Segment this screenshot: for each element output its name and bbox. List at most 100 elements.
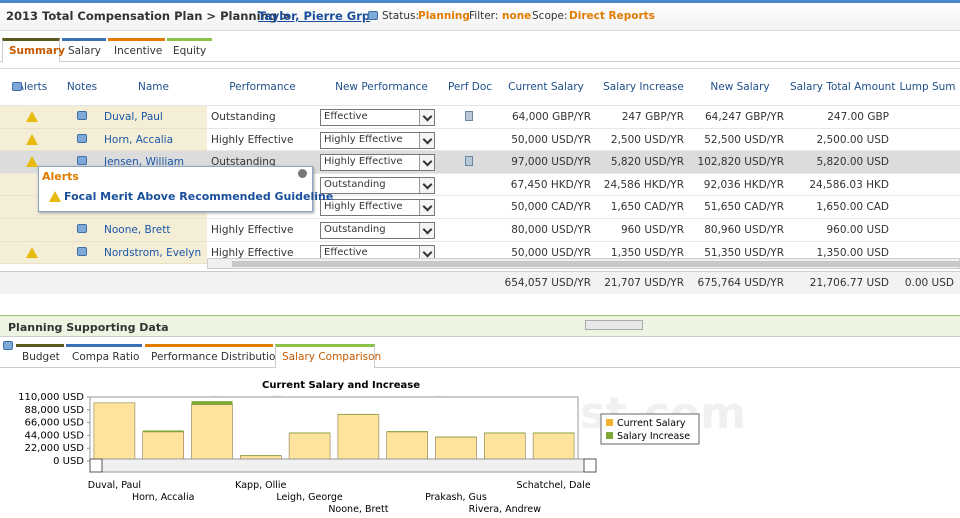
salary-bar xyxy=(191,404,233,462)
performance-dropdown[interactable]: Effective xyxy=(320,109,435,126)
popup-close[interactable] xyxy=(298,169,307,178)
new-salary-cell: 102,820 USD/YR xyxy=(697,156,784,169)
tab[interactable]: Summary xyxy=(2,38,65,62)
note-icon[interactable] xyxy=(77,224,87,233)
subtab-rule xyxy=(0,367,960,368)
tab[interactable]: Incentive xyxy=(108,38,165,60)
salary-increase-cell: 1,650 CAD/YR xyxy=(610,201,684,214)
salary-increase-cell: 960 USD/YR xyxy=(620,224,684,236)
scope-label: Scope: xyxy=(532,10,568,22)
column-header[interactable]: Name xyxy=(100,69,207,106)
x-tick-label: Duval, Paul xyxy=(88,480,141,491)
column-header[interactable]: Alerts xyxy=(0,69,64,106)
alert-icon xyxy=(26,156,38,168)
scope-value: Direct Reports xyxy=(569,10,655,22)
total-cell: 24,586.03 HKD xyxy=(809,178,889,191)
note-icon[interactable] xyxy=(77,133,87,143)
scroll-thumb[interactable] xyxy=(232,261,960,268)
salary-bar xyxy=(484,432,526,462)
employee-link[interactable]: Taylor, Pierre Grp xyxy=(258,9,371,23)
perf-doc-icon[interactable] xyxy=(465,156,473,167)
performance-cell: Highly Effective xyxy=(211,133,294,146)
column-header[interactable]: Notes xyxy=(64,69,100,106)
x-tick-label: Horn, Accalia xyxy=(132,492,194,503)
column-header[interactable]: Salary Increase xyxy=(597,69,690,106)
salary-bar xyxy=(93,402,136,462)
subtab[interactable]: Performance Distribution xyxy=(145,344,282,366)
legend-label: Salary Increase xyxy=(617,431,690,442)
dropdown-button xyxy=(419,245,434,261)
name-cell: Duval, Paul xyxy=(104,111,163,123)
dropdown-button xyxy=(419,132,434,148)
tab[interactable]: Equity xyxy=(167,38,212,60)
performance-dropdown[interactable]: Highly Effective xyxy=(320,199,435,217)
note-icon[interactable] xyxy=(77,246,87,256)
popup-warning-icon xyxy=(49,191,61,202)
total-cell: 1,350.00 USD xyxy=(816,246,889,259)
note-icon[interactable] xyxy=(77,156,87,166)
support-header: Planning Supporting Data xyxy=(0,315,960,337)
column-header[interactable]: Lump Sum xyxy=(895,69,960,106)
new-salary-cell: 51,650 CAD/YR xyxy=(704,201,784,214)
total-cell: 21,706.77 USD xyxy=(809,277,889,290)
popup-message: Focal Merit Above Recommended Guideline xyxy=(64,190,334,203)
alert-icon xyxy=(26,111,38,122)
row-background xyxy=(0,129,960,152)
salary-increase-cell: 247 GBP/YR xyxy=(621,111,684,123)
column-header[interactable]: Current Salary xyxy=(495,69,597,106)
current-salary-cell: 50,000 CAD/YR xyxy=(511,201,591,214)
perf-doc-icon[interactable] xyxy=(465,111,473,121)
y-tick-label: 0 USD xyxy=(53,456,84,467)
tab[interactable]: Salary xyxy=(62,38,106,60)
filter-value: none xyxy=(502,10,532,22)
x-tick-label: Noone, Brett xyxy=(328,504,388,515)
performance-cell: Highly Effective xyxy=(211,246,294,259)
salary-increase-cell: 5,820 USD/YR xyxy=(610,156,684,169)
x-tick-label: Kapp, Ollie xyxy=(235,480,286,491)
performance-dropdown[interactable]: Highly Effective xyxy=(320,154,435,172)
splitter-handle[interactable] xyxy=(585,320,643,330)
total-cell: 0.00 USD xyxy=(904,277,954,290)
column-header[interactable]: Perf Doc xyxy=(445,69,495,106)
salary-increase-cell: 24,586 HKD/YR xyxy=(603,178,684,191)
salary-bar xyxy=(532,432,575,462)
subtab[interactable]: Compa Ratio xyxy=(66,344,142,366)
legend-label: Current Salary xyxy=(617,418,686,429)
total-cell: 654,057 USD/YR xyxy=(504,277,591,290)
name-cell: Jensen, William xyxy=(104,156,184,169)
column-header[interactable]: Salary Total Amount xyxy=(790,69,895,106)
increase-bar xyxy=(240,455,282,456)
salary-bar xyxy=(288,432,331,462)
increase-bar xyxy=(142,430,184,432)
breadcrumb: 2013 Total Compensation Plan > Planning … xyxy=(6,9,291,23)
alerts-popup: Alerts Focal Merit Above Recommended Gui… xyxy=(38,166,333,212)
column-header[interactable]: New Salary xyxy=(690,69,790,106)
y-tick-label: 66,000 USD xyxy=(24,418,84,429)
salary-bar xyxy=(435,436,477,462)
performance-dropdown[interactable]: Highly Effective xyxy=(320,131,435,149)
legend-box xyxy=(600,413,700,445)
name-cell-bg xyxy=(0,219,207,242)
subtab[interactable]: Salary Comparison xyxy=(275,344,381,368)
salary-bar xyxy=(386,431,428,462)
current-salary-cell: 97,000 USD/YR xyxy=(511,156,591,169)
dropdown-button xyxy=(419,177,434,193)
column-header[interactable]: New Performance xyxy=(318,69,445,106)
new-salary-cell: 80,960 USD/YR xyxy=(704,224,784,236)
dropdown-button xyxy=(419,110,434,125)
performance-dropdown[interactable]: Effective xyxy=(320,244,435,262)
chart-scrollbar xyxy=(89,458,597,473)
note-icon[interactable] xyxy=(77,111,87,120)
performance-cell: Outstanding xyxy=(211,111,276,123)
row-background xyxy=(0,219,960,242)
column-header[interactable]: Performance xyxy=(207,69,318,106)
x-tick-label: Schatchel, Dale xyxy=(516,480,590,491)
row-background xyxy=(0,106,960,129)
performance-dropdown[interactable]: Outstanding xyxy=(320,222,435,239)
total-cell: 1,650.00 CAD xyxy=(816,201,889,214)
current-salary-cell: 67,450 HKD/YR xyxy=(510,178,591,191)
name-cell-bg xyxy=(0,128,207,152)
performance-dropdown[interactable]: Outstanding xyxy=(320,176,435,194)
new-salary-cell: 52,500 USD/YR xyxy=(704,133,784,146)
subtab[interactable]: Budget xyxy=(16,344,64,366)
